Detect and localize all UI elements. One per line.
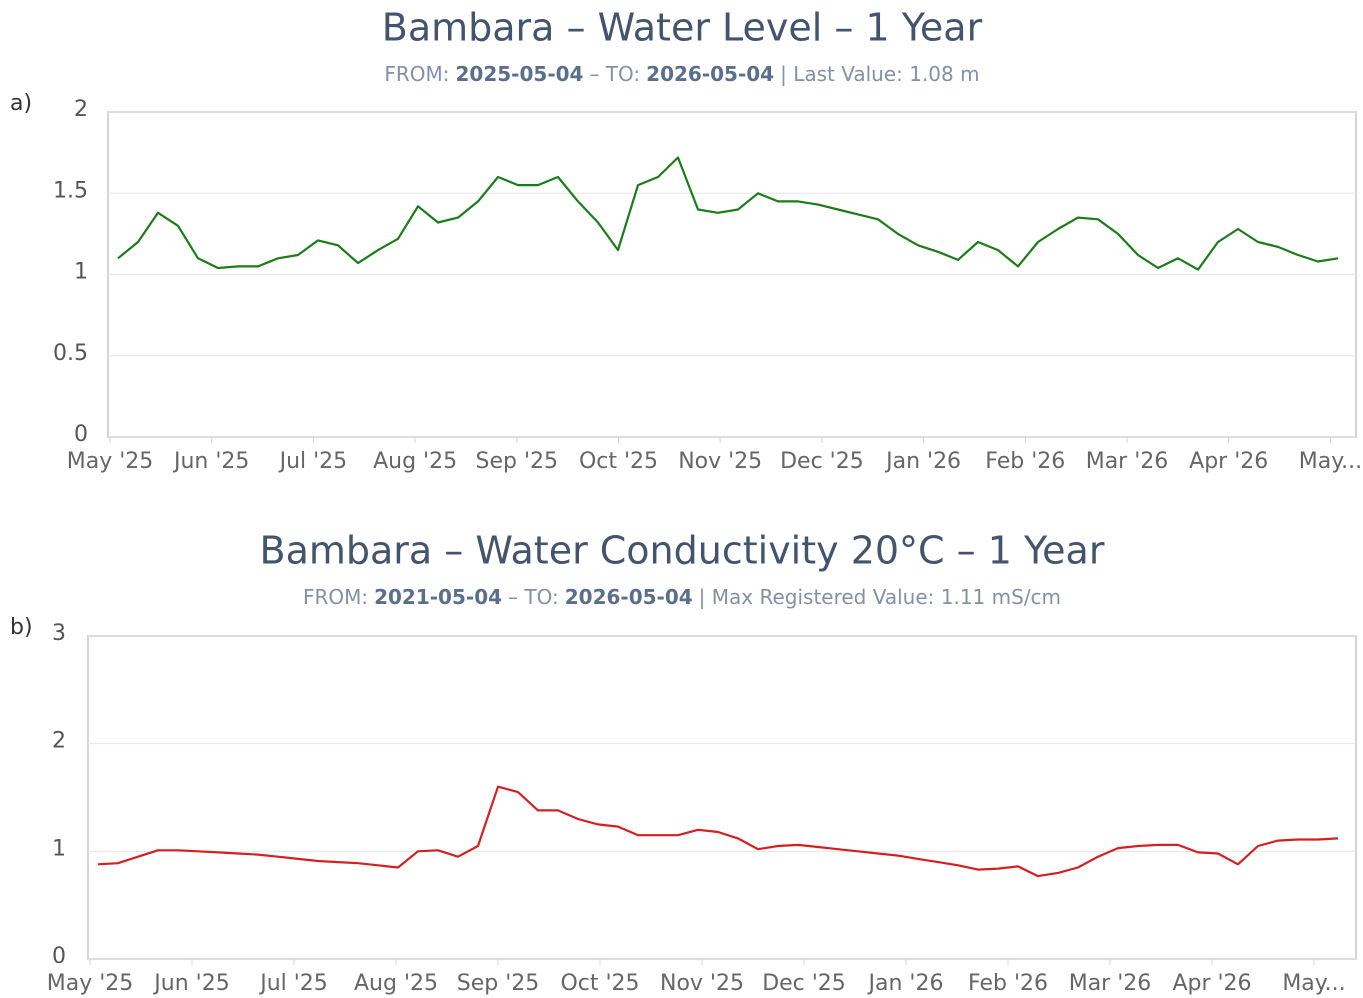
- subtitle-part: 2025-05-04: [456, 62, 584, 86]
- subtitle-part: 2026-05-04: [646, 62, 774, 86]
- data-line: [97, 785, 1339, 878]
- panel-label: b): [10, 615, 33, 640]
- x-tick-label: Dec '25: [780, 449, 864, 474]
- x-tick-label: Apr '26: [1172, 971, 1251, 996]
- subtitle-part: – TO:: [589, 62, 640, 86]
- x-tick-label: May...: [1282, 971, 1345, 996]
- y-tick-label: 1: [74, 260, 88, 285]
- subtitle-part: – TO:: [508, 585, 559, 609]
- x-tick-label: Aug '25: [373, 449, 457, 474]
- x-tick-label: Jun '25: [172, 449, 249, 474]
- subtitle-part: 2026-05-04: [565, 585, 693, 609]
- x-tick-label: Oct '25: [560, 971, 639, 996]
- x-tick-label: Mar '26: [1069, 971, 1152, 996]
- y-tick-label: 1.5: [53, 178, 88, 203]
- plot-frame: [87, 635, 1357, 960]
- y-tick-label: 1: [52, 836, 66, 861]
- subtitle-part: | Last Value: 1.08 m: [780, 62, 980, 86]
- x-tick-label: Apr '26: [1189, 449, 1268, 474]
- x-tick-label: Oct '25: [579, 449, 658, 474]
- chart-title: Bambara – Water Conductivity 20°C – 1 Ye…: [260, 529, 1105, 573]
- x-tick-label: Sep '25: [457, 971, 540, 996]
- x-tick-label: Aug '25: [354, 971, 438, 996]
- x-tick-label: Jul '25: [258, 971, 328, 996]
- y-tick-label: 0: [74, 422, 88, 447]
- subtitle-part: FROM:: [303, 585, 368, 609]
- subtitle-part: FROM:: [384, 62, 449, 86]
- y-tick-label: 0.5: [53, 341, 88, 366]
- x-tick-label: Mar '26: [1086, 449, 1169, 474]
- chart-subtitle: FROM: 2021-05-04– TO: 2026-05-04 | Max Regi…: [303, 585, 1061, 609]
- x-tick-label: Sep '25: [476, 449, 559, 474]
- x-tick-label: Jan '26: [884, 449, 961, 474]
- x-tick-label: Jun '25: [152, 971, 229, 996]
- x-tick-label: May '25: [47, 971, 134, 996]
- subtitle-part: | Max Registered Value: 1.11 mS/cm: [699, 585, 1061, 609]
- chart-subtitle: FROM: 2025-05-04– TO: 2026-05-04 | Last Val…: [384, 62, 979, 86]
- x-tick-label: Jan '26: [867, 971, 944, 996]
- chart-title: Bambara – Water Level – 1 Year: [382, 6, 983, 50]
- y-tick-label: 2: [52, 729, 66, 754]
- subtitle-part: 2021-05-04: [374, 585, 502, 609]
- x-tick-label: May...: [1299, 449, 1362, 474]
- y-tick-label: 3: [52, 621, 66, 646]
- y-tick-label: 2: [74, 97, 88, 122]
- panel-label: a): [10, 91, 32, 116]
- x-tick-label: Nov '25: [678, 449, 762, 474]
- x-tick-label: Nov '25: [660, 971, 744, 996]
- data-line: [117, 156, 1339, 271]
- x-tick-label: Feb '26: [968, 971, 1048, 996]
- x-tick-label: May '25: [67, 449, 154, 474]
- y-tick-label: 0: [52, 944, 66, 969]
- x-tick-label: Dec '25: [762, 971, 846, 996]
- x-tick-label: Jul '25: [278, 449, 348, 474]
- x-tick-label: Feb '26: [985, 449, 1065, 474]
